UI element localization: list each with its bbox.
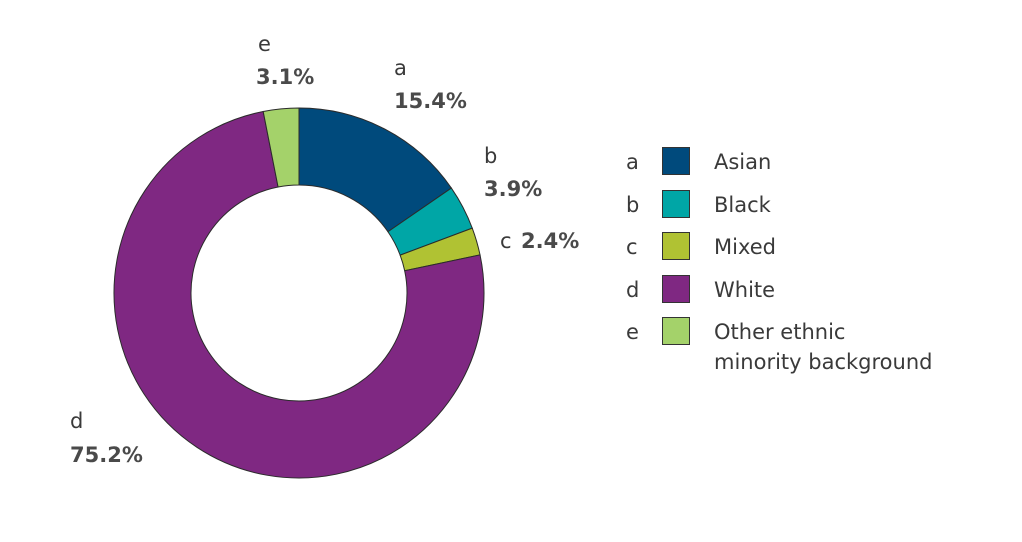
legend-item-black: b Black bbox=[626, 189, 1016, 233]
legend-swatch-other bbox=[662, 317, 690, 345]
slice-label-letter-d: d bbox=[70, 409, 83, 433]
slice-label-value-a: 15.4% bbox=[394, 89, 467, 113]
legend-swatch-asian bbox=[662, 147, 690, 175]
legend-letter: b bbox=[626, 192, 640, 217]
legend-letter: d bbox=[626, 277, 640, 302]
legend-label: Asian bbox=[714, 150, 772, 174]
slice-label-letter-b: b bbox=[484, 144, 497, 168]
slice-label-letter-c: c bbox=[500, 229, 512, 253]
legend-label: Mixed bbox=[714, 235, 776, 259]
legend-letter: e bbox=[626, 320, 639, 344]
legend-label: Other ethnic minority background bbox=[714, 320, 933, 374]
legend-item-white: d White bbox=[626, 274, 1016, 318]
slice-label-value-e: 3.1% bbox=[256, 65, 314, 89]
legend: a Asian b Black c Mixed d White e Other … bbox=[626, 147, 1016, 377]
legend-letter: a bbox=[626, 150, 639, 174]
legend-item-asian: a Asian bbox=[626, 147, 1016, 190]
legend-item-mixed: c Mixed bbox=[626, 232, 1016, 275]
legend-swatch-white bbox=[662, 274, 690, 303]
slice-label-value-b: 3.9% bbox=[484, 177, 542, 201]
legend-label: White bbox=[714, 277, 776, 302]
legend-item-other: e Other ethnic minority background bbox=[626, 317, 1016, 377]
donut-slice-d bbox=[113, 110, 485, 479]
legend-letter: c bbox=[626, 235, 638, 259]
legend-label: Black bbox=[714, 192, 771, 217]
donut-chart: a 15.4% b 3.9% c 2.4% d 75.2% e 3.1% bbox=[70, 32, 579, 479]
legend-swatch-mixed bbox=[662, 232, 690, 260]
donut-slice-e bbox=[262, 107, 300, 188]
slice-label-value-c: 2.4% bbox=[521, 229, 579, 253]
slice-label-letter-a: a bbox=[394, 56, 407, 80]
legend-swatch-black bbox=[662, 189, 690, 218]
slice-label-letter-e: e bbox=[258, 32, 271, 56]
slice-label-value-d: 75.2% bbox=[70, 443, 143, 467]
